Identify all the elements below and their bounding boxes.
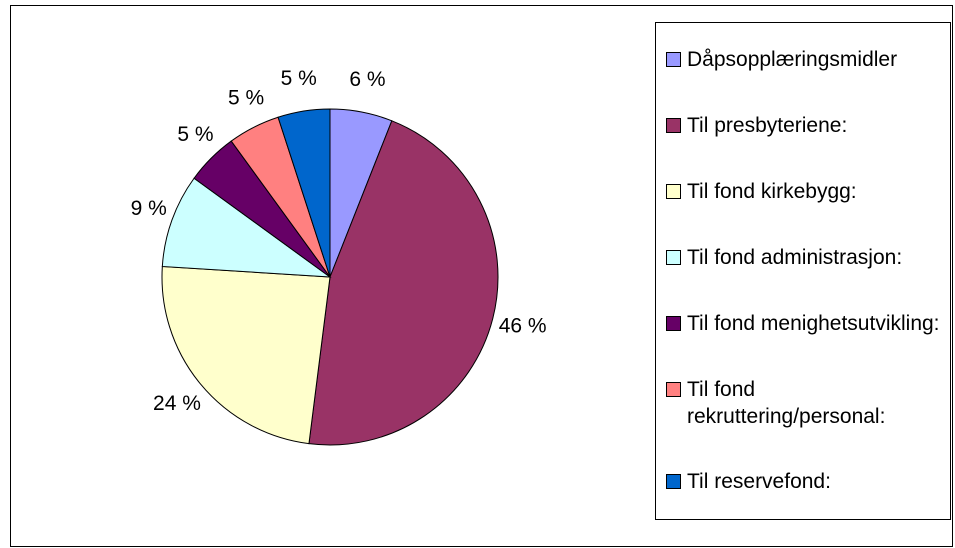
pie-slice xyxy=(161,177,332,278)
data-label: 5 % xyxy=(281,67,317,90)
legend-label: Dåpsopplæringsmidler xyxy=(687,48,898,72)
data-label: 24 % xyxy=(153,392,201,415)
legend-item: Til fond administrasjon: xyxy=(666,244,950,271)
legend-item: Til presbyteriene: xyxy=(666,112,950,139)
pie-slice xyxy=(277,108,331,278)
pie-slice xyxy=(308,120,499,446)
data-label: 46 % xyxy=(499,314,547,337)
legend-swatch xyxy=(666,474,681,490)
legend-swatch xyxy=(666,118,681,134)
legend-item: Til fond kirkebygg: xyxy=(666,178,950,205)
legend-item: Til fond rekruttering/personal: xyxy=(666,376,950,430)
chart-frame xyxy=(10,5,953,547)
legend-swatch xyxy=(666,52,681,68)
legend-item: Til fond menighetsutvikling: xyxy=(666,310,950,337)
legend-label: Til fond menighetsutvikling: xyxy=(687,311,940,335)
legend-label: Til fond kirkebygg: xyxy=(687,180,857,204)
legend-item: Dåpsopplæringsmidler xyxy=(666,46,950,73)
legend-label: Til presbyteriene: xyxy=(687,114,848,138)
legend-swatch xyxy=(666,315,681,331)
legend-label: Til fond rekruttering/personal: xyxy=(687,377,886,428)
legend-swatch xyxy=(666,381,681,397)
data-label: 9 % xyxy=(131,197,167,220)
data-label: 5 % xyxy=(177,123,213,146)
legend-swatch xyxy=(666,184,681,200)
legend-swatch xyxy=(666,249,681,265)
pie-slice xyxy=(161,265,331,445)
legend: Dåpsopplæringsmidler Til presbyteriene: Ti… xyxy=(655,22,951,520)
data-label: 5 % xyxy=(228,86,264,109)
legend-item: Til reservefond: xyxy=(666,468,950,495)
legend-label: Til fond administrasjon: xyxy=(687,245,903,269)
legend-label: Til reservefond: xyxy=(687,470,831,494)
data-label: 6 % xyxy=(349,68,385,91)
